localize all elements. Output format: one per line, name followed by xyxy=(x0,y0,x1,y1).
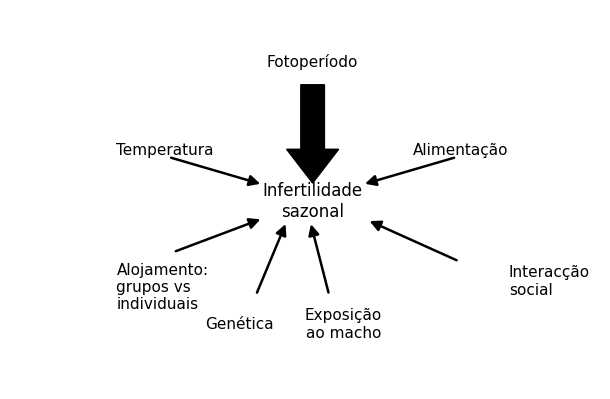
Text: Alimentação: Alimentação xyxy=(414,143,509,158)
Text: Exposição
ao macho: Exposição ao macho xyxy=(305,308,382,341)
Text: Alojamento:
grupos vs
individuais: Alojamento: grupos vs individuais xyxy=(117,263,209,312)
Text: Infertilidade
sazonal: Infertilidade sazonal xyxy=(262,182,363,221)
Polygon shape xyxy=(287,85,339,183)
Text: Interacção
social: Interacção social xyxy=(509,265,590,298)
Text: Genética: Genética xyxy=(205,317,274,332)
Text: Fotoperíodo: Fotoperíodo xyxy=(267,54,358,70)
Text: Temperatura: Temperatura xyxy=(117,143,214,158)
